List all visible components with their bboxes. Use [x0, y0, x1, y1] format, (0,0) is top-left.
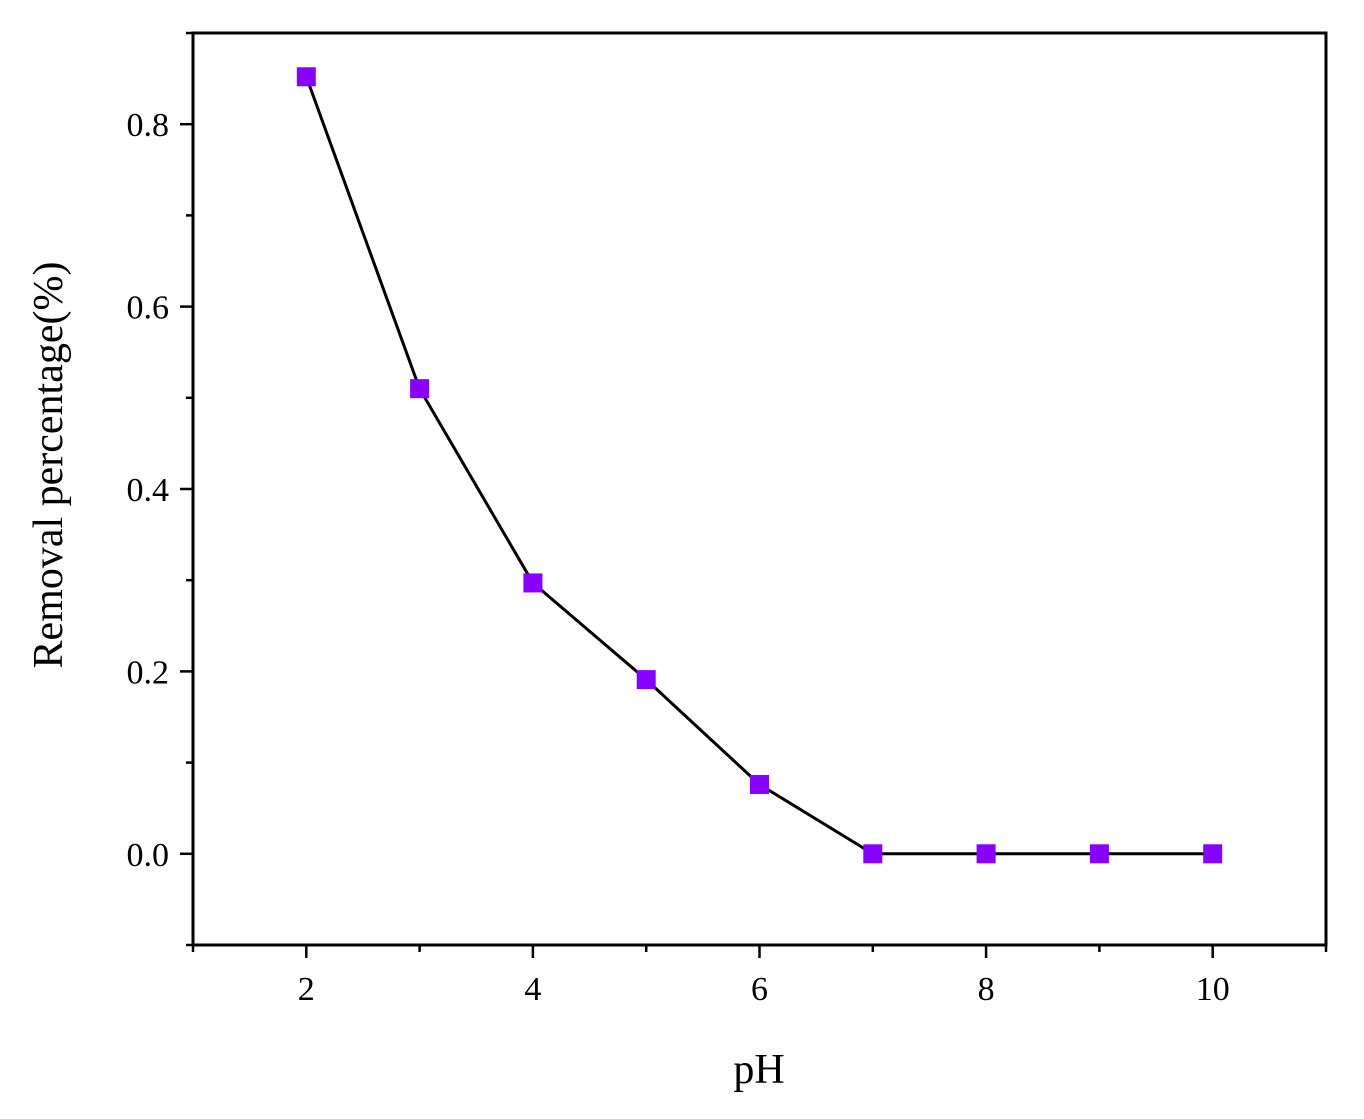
data-point-marker — [1203, 844, 1223, 864]
data-point-marker — [863, 844, 883, 864]
y-tick-label: 0.2 — [127, 654, 170, 691]
series-markers — [296, 67, 1223, 864]
y-axis-title: Removal percentage(%) — [26, 262, 72, 669]
x-tick-label: 6 — [751, 971, 768, 1008]
x-tick-label: 8 — [978, 971, 995, 1008]
data-point-marker — [1089, 844, 1109, 864]
x-tick-label: 10 — [1196, 971, 1230, 1008]
data-point-marker — [296, 67, 316, 87]
x-axis-title: pH — [733, 1047, 784, 1093]
x-tick-label: 4 — [524, 971, 541, 1008]
y-axis: 0.0 0.2 0.4 0.6 0.8 — [127, 31, 193, 947]
series-line — [304, 76, 1213, 856]
data-point-marker — [976, 844, 996, 864]
plot-frame — [191, 31, 1328, 947]
data-point-marker — [523, 573, 543, 593]
data-point-marker — [750, 774, 769, 794]
x-tick-label: 2 — [298, 971, 315, 1008]
y-tick-label: 0.6 — [127, 290, 170, 327]
y-tick-label: 0.4 — [127, 472, 170, 509]
data-point-marker — [410, 379, 430, 399]
y-tick-label: 0.8 — [127, 107, 170, 144]
x-axis: 2 4 6 8 10 — [191, 945, 1328, 1008]
data-point-marker — [636, 670, 656, 690]
y-tick-label: 0.0 — [127, 837, 170, 874]
